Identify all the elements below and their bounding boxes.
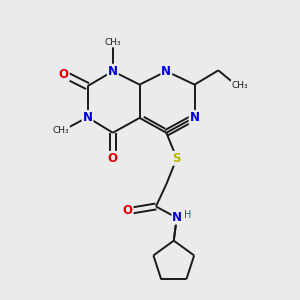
Text: N: N — [190, 111, 200, 124]
Text: N: N — [108, 65, 118, 78]
Text: CH₃: CH₃ — [231, 81, 248, 90]
Text: H: H — [184, 210, 192, 220]
Text: N: N — [161, 65, 171, 78]
Text: O: O — [59, 68, 69, 81]
Text: CH₃: CH₃ — [104, 38, 121, 46]
Text: O: O — [123, 204, 133, 218]
Text: N: N — [172, 211, 182, 224]
Text: S: S — [172, 152, 181, 165]
Text: N: N — [82, 111, 93, 124]
Text: O: O — [108, 152, 118, 165]
Text: CH₃: CH₃ — [52, 126, 69, 135]
